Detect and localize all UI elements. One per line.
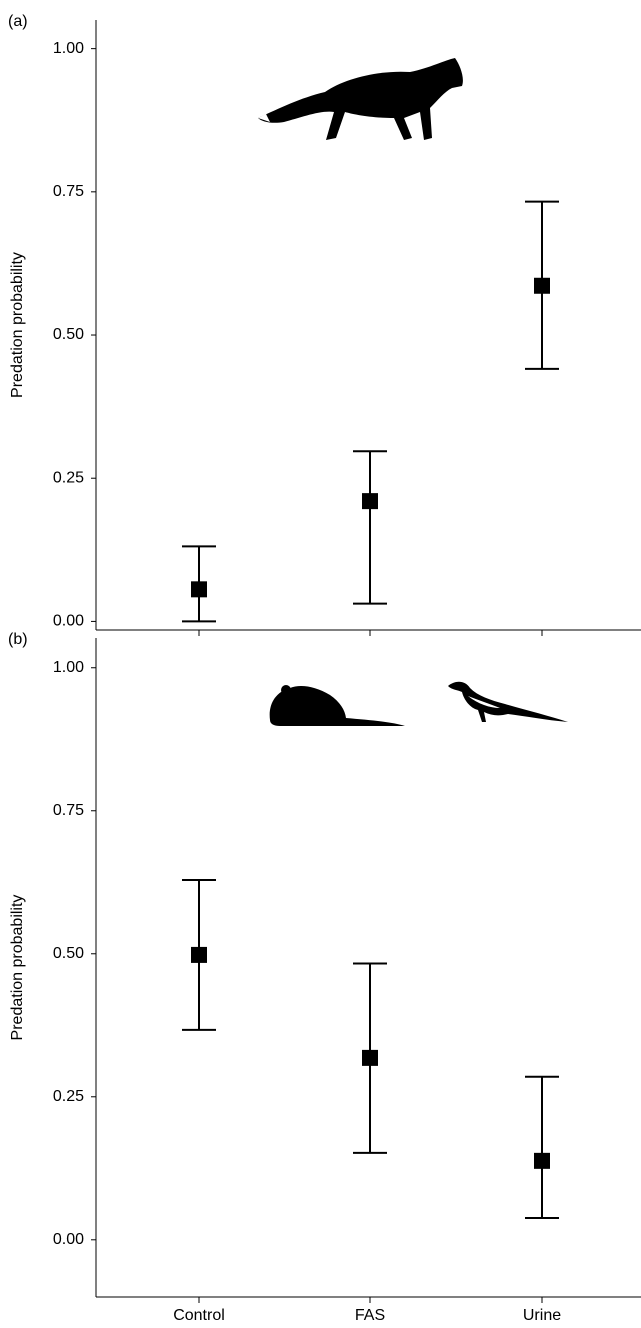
y-tick-label: 1.00 bbox=[53, 659, 84, 676]
y-tick-label: 0.75 bbox=[53, 183, 84, 200]
y-tick-label: 0.25 bbox=[53, 469, 84, 486]
point bbox=[362, 1049, 378, 1066]
y-tick-label: 0.00 bbox=[53, 613, 84, 630]
point bbox=[534, 1152, 550, 1169]
y-axis-label: Predation probability bbox=[9, 252, 26, 398]
y-tick-label: 0.25 bbox=[53, 1088, 84, 1105]
rodent-silhouette bbox=[269, 685, 405, 726]
panel-label: (a) bbox=[8, 13, 28, 30]
point bbox=[191, 946, 207, 963]
y-tick-label: 0.75 bbox=[53, 802, 84, 819]
point bbox=[191, 581, 207, 598]
x-tick-label: Urine bbox=[523, 1307, 561, 1324]
y-tick-label: 0.50 bbox=[53, 945, 84, 962]
point bbox=[362, 493, 378, 510]
fox-silhouette bbox=[258, 58, 463, 140]
point bbox=[534, 277, 550, 294]
magpie-silhouette bbox=[448, 681, 568, 722]
panel-label: (b) bbox=[8, 631, 28, 648]
y-tick-label: 0.50 bbox=[53, 326, 84, 343]
y-axis-label: Predation probability bbox=[9, 895, 26, 1041]
y-tick-label: 1.00 bbox=[53, 40, 84, 57]
y-tick-label: 0.00 bbox=[53, 1231, 84, 1248]
x-tick-label: Control bbox=[173, 1307, 225, 1324]
x-tick-label: FAS bbox=[355, 1307, 385, 1324]
